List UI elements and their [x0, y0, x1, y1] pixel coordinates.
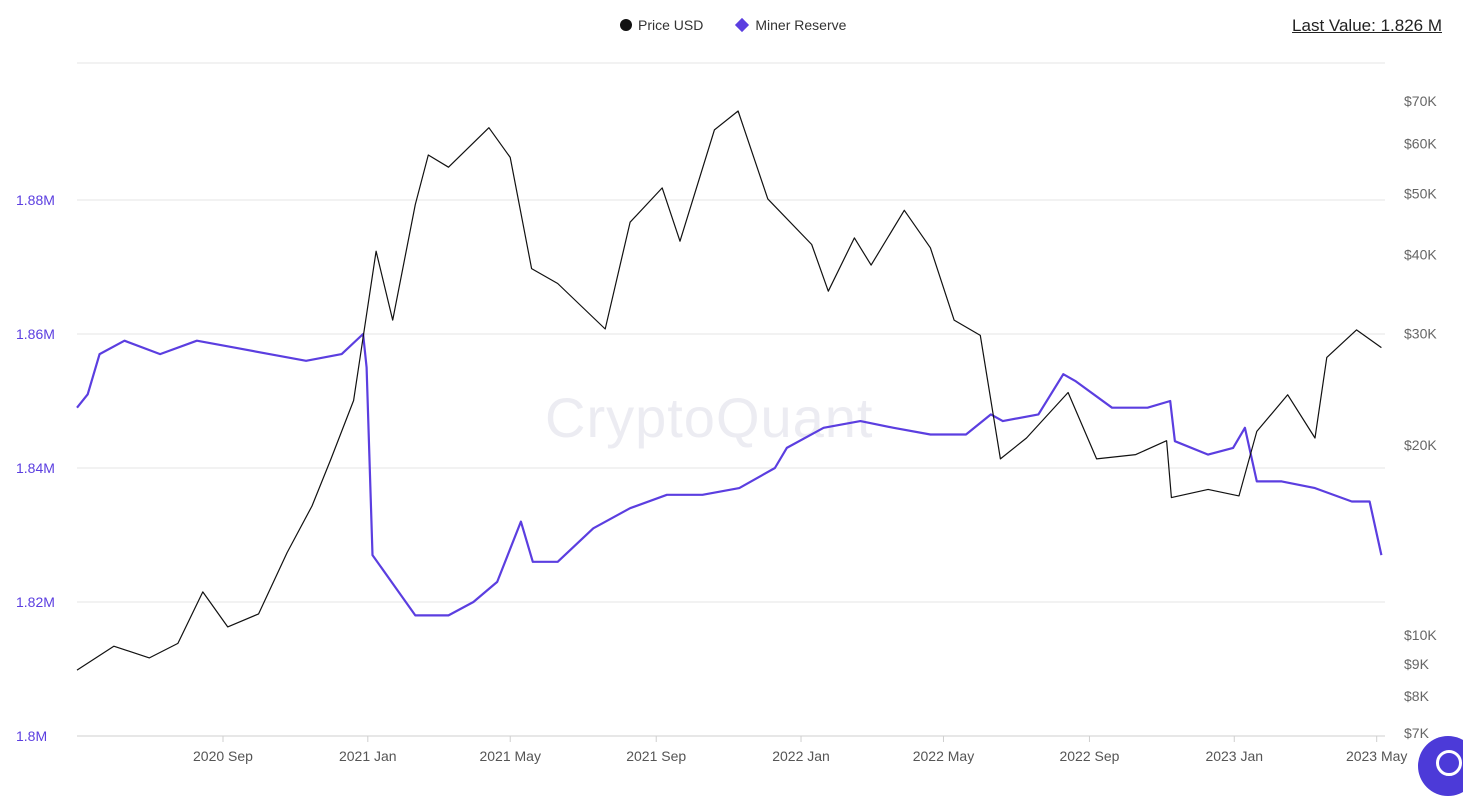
- right-axis-tick-label: $40K: [1404, 247, 1437, 263]
- legend-price-label: Price USD: [638, 17, 704, 33]
- x-axis-tick-label: 2021 Sep: [626, 748, 686, 764]
- x-axis-tick-label: 2022 Sep: [1059, 748, 1119, 764]
- series-price-usd-line: [76, 110, 1382, 671]
- legend: Price USD Miner Reserve: [620, 17, 846, 33]
- x-axis-tick-label: 2022 May: [913, 748, 974, 764]
- right-axis-tick-label: $50K: [1404, 185, 1437, 201]
- x-axis-tick-label: 2021 May: [479, 748, 540, 764]
- right-axis-tick-label: $7K: [1404, 725, 1430, 741]
- legend-reserve-label: Miner Reserve: [755, 17, 847, 33]
- left-axis-tick-label: 1.86M: [16, 326, 55, 342]
- right-axis-tick-label: $8K: [1404, 688, 1430, 704]
- right-axis-tick-label: $9K: [1404, 656, 1430, 672]
- last-value-link[interactable]: Last Value: 1.826 M: [1292, 16, 1442, 35]
- search-fab-button[interactable]: [1418, 736, 1463, 796]
- left-axis-tick-label: 1.8M: [16, 728, 47, 744]
- x-axis-tick-label: 2022 Jan: [772, 748, 830, 764]
- left-axis-tick-label: 1.82M: [16, 594, 55, 610]
- left-axis-tick-label: 1.84M: [16, 460, 55, 476]
- right-axis-tick-label: $60K: [1404, 135, 1437, 151]
- right-axis-tick-label: $10K: [1404, 627, 1437, 643]
- price-legend-dot-icon: [620, 19, 632, 31]
- x-axis-tick-label: 2023 May: [1346, 748, 1407, 764]
- legend-reserve[interactable]: Miner Reserve: [735, 17, 846, 33]
- x-axis-tick-label: 2021 Jan: [339, 748, 397, 764]
- search-icon: [1436, 750, 1462, 776]
- series-miner-reserve-line: [76, 332, 1383, 617]
- watermark: CryptoQuant: [545, 386, 874, 449]
- x-axis-tick-label: 2023 Jan: [1205, 748, 1263, 764]
- x-axis-tick-label: 2020 Sep: [193, 748, 253, 764]
- left-axis-tick-label: 1.88M: [16, 192, 55, 208]
- legend-price[interactable]: Price USD: [620, 17, 703, 33]
- right-axis-tick-label: $30K: [1404, 326, 1437, 342]
- right-axis-tick-label: $70K: [1404, 93, 1437, 109]
- right-axis-tick-label: $20K: [1404, 437, 1437, 453]
